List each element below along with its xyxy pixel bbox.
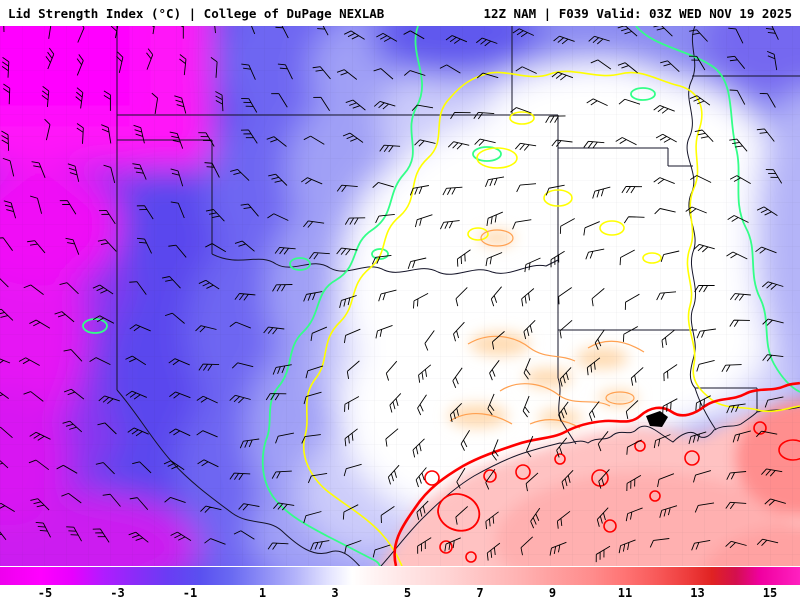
colorbar: -5 -3 -1 1 3 5 7 9 11 13 15 (0, 566, 800, 600)
lake-blob (646, 411, 668, 427)
colorbar-tick-label: -5 (37, 586, 53, 600)
colorbar-tick-label: -1 (182, 586, 198, 600)
title-bar: Lid Strength Index (°C) | College of DuP… (0, 0, 800, 26)
state-borders (116, 26, 800, 566)
colorbar-tick-labels: -5 -3 -1 1 3 5 7 9 11 13 15 (0, 586, 800, 600)
orange-contours (449, 229, 645, 429)
colorbar-tick-label: 7 (476, 586, 484, 600)
product-title: Lid Strength Index (°C) | College of DuP… (8, 5, 385, 21)
colorbar-tick-label: 15 (762, 586, 778, 600)
colorbar-tick-label: 11 (617, 586, 633, 600)
lsi-map-image (0, 26, 800, 566)
colorbar-tick-label: 13 (690, 586, 705, 600)
colorbar-tick-label: 5 (403, 586, 412, 600)
map-canvas (0, 26, 800, 566)
colorbar-tick-label: 9 (548, 586, 557, 600)
green-contours (82, 26, 800, 566)
county-grid (0, 26, 800, 566)
yellow-contours (302, 70, 800, 566)
model-valid-info: 12Z NAM | F039 Valid: 03Z WED NOV 19 202… (483, 5, 792, 21)
wind-barbs (0, 26, 786, 563)
colorbar-tick-label: 3 (331, 586, 339, 600)
colorbar-tick-label: 1 (258, 586, 267, 600)
colorbar-tick-label: -3 (110, 586, 125, 600)
colorbar-gradient (0, 567, 800, 585)
